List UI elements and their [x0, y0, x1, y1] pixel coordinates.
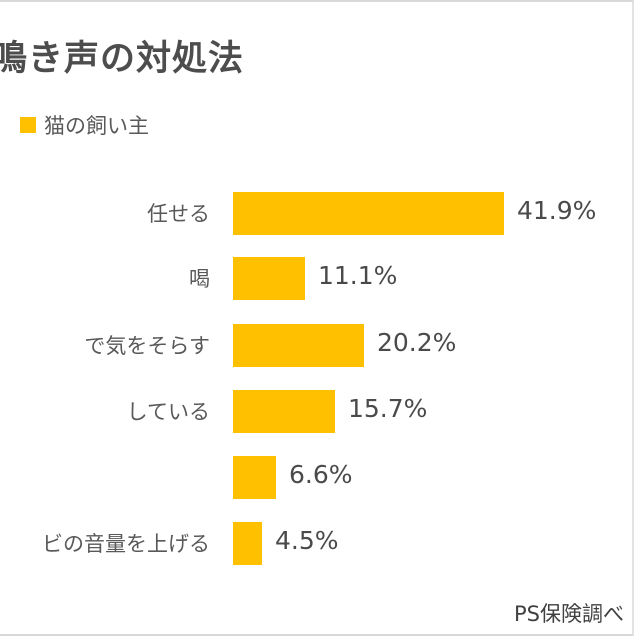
category-label: している [126, 400, 210, 424]
category-label: で気をそらす [84, 334, 210, 358]
value-label: 15.7% [348, 394, 428, 423]
bar-row: 任せる 41.9% [0, 192, 640, 235]
value-label: 41.9% [517, 196, 597, 225]
value-label: 4.5% [275, 526, 339, 555]
category-label: 任せる [147, 202, 210, 226]
bar [233, 324, 364, 367]
value-label: 11.1% [318, 261, 398, 290]
legend-swatch [20, 117, 36, 133]
bar-row: ビの音量を上げる 4.5% [0, 522, 640, 565]
bar [233, 456, 276, 499]
category-label: ビの音量を上げる [42, 532, 210, 556]
source-note: PS保険調べ [514, 602, 624, 626]
bar-row: 喝 11.1% [0, 257, 640, 300]
value-label: 6.6% [289, 460, 353, 489]
bar [233, 257, 305, 300]
legend: 猫の飼い主 [20, 110, 149, 140]
category-label: 喝 [189, 267, 210, 291]
bar-row: している 15.7% [0, 390, 640, 433]
bar-row: で気をそらす 20.2% [0, 324, 640, 367]
bar [233, 522, 262, 565]
legend-label: 猫の飼い主 [44, 114, 149, 138]
bar-row: 6.6% [0, 456, 640, 499]
bar [233, 390, 335, 433]
value-label: 20.2% [377, 328, 457, 357]
chart-title: 鳴き声の対処法 [0, 39, 245, 79]
bar [233, 192, 504, 235]
